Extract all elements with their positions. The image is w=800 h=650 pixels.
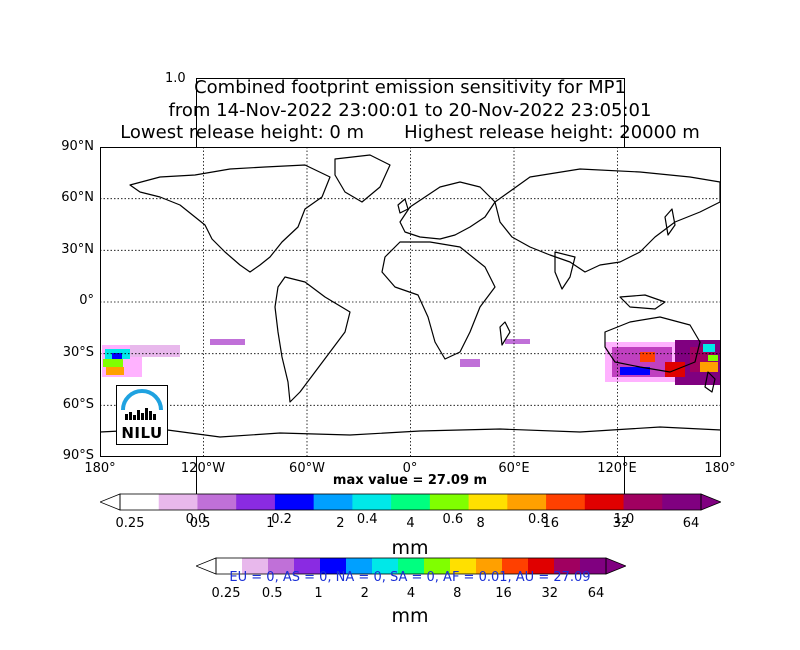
colorbar-segment [507, 494, 547, 510]
figure-title-line3: Lowest release height: 0 m Highest relea… [120, 122, 700, 143]
colorbar-segment [623, 494, 663, 510]
colorbar-segment [216, 558, 243, 574]
colorbar-segment [398, 558, 425, 574]
colorbar-main-units: mm [391, 537, 429, 559]
colorbar-secondary-tick: 4 [406, 586, 416, 601]
colorbar-segment [468, 494, 508, 510]
colorbar-segment [546, 494, 586, 510]
colorbar-secondary-tick: 64 [587, 586, 605, 601]
ghost-axis-tick: 0.2 [271, 512, 292, 527]
colorbar-main-tick: 16 [542, 516, 560, 531]
colorbar-main-tick: 2 [336, 516, 345, 531]
ghost-axis-tick: 1.0 [613, 512, 635, 527]
colorbar-segment [197, 494, 237, 510]
colorbar-secondary-tick: 16 [495, 586, 512, 601]
colorbar-segment [346, 558, 373, 574]
colorbar-secondary-tick: 32 [541, 586, 559, 601]
lat-label-60s: 60°S [62, 397, 94, 412]
colorbar-main-tick: 0.5 [189, 516, 211, 531]
colorbar-secondary-tick: 1 [314, 586, 323, 601]
lat-label-30n: 30°N [61, 242, 94, 257]
logo-text: NILU [121, 424, 163, 442]
colorbar-segment [320, 558, 347, 574]
corner-label: 1.0 [165, 71, 186, 86]
colorbar-main-tick: 1 [266, 516, 275, 531]
colorbar-outline [215, 557, 607, 575]
colorbar-segment [352, 494, 392, 510]
max-value-text: max value = 27.09 m [332, 473, 488, 488]
ghost-axis-tick: 0.0 [185, 512, 207, 527]
colorbar-main-tick: 4 [406, 516, 415, 531]
colorbar-segment [429, 494, 470, 510]
colorbar-outline [119, 493, 702, 511]
colorbar-segment [476, 558, 503, 574]
colorbar-segment [528, 558, 555, 574]
lat-label-60n: 60°N [61, 190, 94, 205]
colorbar-segment [502, 558, 529, 574]
colorbar-main-tick: 32 [612, 516, 630, 531]
lat-label-90s: 90°S [62, 448, 94, 463]
colorbar-segment [580, 558, 607, 574]
colorbar-segment [372, 558, 399, 574]
colorbar-segment [274, 494, 315, 510]
colorbar-secondary-tick: 0.5 [261, 586, 283, 601]
colorbar-segment [242, 558, 269, 574]
colorbar-segment [158, 494, 198, 510]
lat-label-30s: 30°S [62, 345, 94, 360]
lon-label-60w: 60°W [289, 461, 325, 476]
colorbar-segment [554, 558, 581, 574]
lon-label-180e: 180° [704, 461, 736, 476]
colorbar-min-extend [100, 493, 121, 511]
world-map [100, 147, 721, 457]
colorbar-segment [584, 494, 625, 510]
lon-label-120e: 120°E [597, 461, 637, 476]
colorbar-secondary [196, 557, 626, 575]
colorbar-segment [450, 558, 477, 574]
region-totals: EU = 0, AS = 0, NA = 0, SA = 0, AF = 0.0… [229, 570, 591, 585]
colorbar-max-extend [700, 493, 721, 511]
lon-label-180w: 180° [84, 461, 116, 476]
lat-label-90n: 90°N [61, 139, 94, 154]
colorbar-main-tick: 0.25 [115, 516, 145, 531]
colorbar-segment [294, 558, 321, 574]
colorbar-segment [236, 494, 276, 510]
colorbar-segment [662, 494, 702, 510]
ghost-frame-top [196, 78, 625, 79]
lon-label-60e: 60°E [498, 461, 530, 476]
colorbar-segment [424, 558, 451, 574]
lat-label-0: 0° [79, 293, 94, 308]
graticule [100, 147, 721, 457]
ghost-axis-tick: 0.4 [356, 512, 378, 527]
colorbar-secondary-tick: 2 [360, 586, 369, 601]
colorbar-segment [268, 558, 295, 574]
colorbar-main-tick: 64 [682, 516, 700, 531]
nilu-logo: NILU [116, 385, 168, 445]
ghost-axis-tick: 0.6 [442, 512, 464, 527]
figure-title-line2: from 14-Nov-2022 23:00:01 to 20-Nov-2022… [168, 100, 652, 121]
colorbar-segment [120, 494, 160, 510]
sensitivity-field [102, 339, 720, 385]
figure-title-line1: Combined footprint emission sensitivity … [194, 77, 626, 98]
colorbar-segment [313, 494, 353, 510]
colorbar-secondary-tick: 0.25 [211, 586, 241, 601]
colorbar-secondary-units: mm [391, 605, 429, 627]
lon-label-0: 0° [402, 461, 418, 476]
colorbar-segment [391, 494, 431, 510]
logo-arc-icon [121, 389, 163, 420]
lon-label-120w: 120°W [180, 461, 226, 476]
colorbar-secondary-tick: 8 [453, 586, 462, 601]
ghost-axis-tick: 0.8 [528, 512, 549, 527]
colorbar-main-tick: 8 [476, 516, 485, 531]
colorbar-main [100, 493, 721, 511]
coastlines [100, 154, 721, 438]
